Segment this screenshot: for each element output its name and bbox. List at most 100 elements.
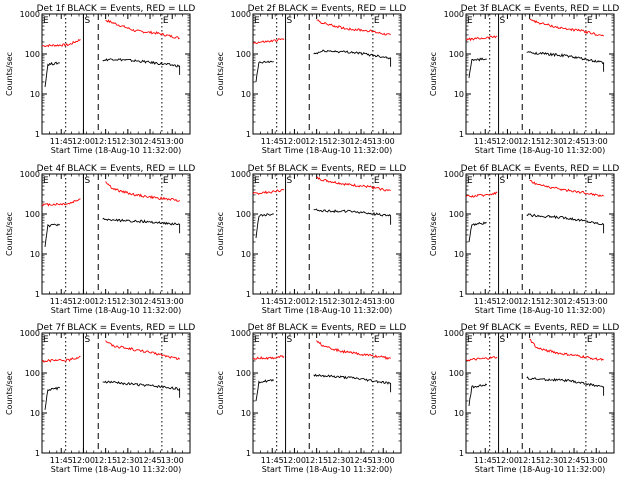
y-tick-label: 1000 [20,10,40,19]
x-tick-label: 12:15 [305,297,328,306]
y-tick-label: 10 [30,250,40,259]
events-rate-line [255,213,274,239]
lld-rate-line [105,340,180,360]
panel-1: Det 1f BLACK = Events, RED = LLD 1 10 100 10… [5,4,195,155]
y-tick-label: 100 [236,369,251,378]
lld-rate-line [41,198,81,207]
x-tick-label: 12:00 [496,297,519,306]
panel-title: Det 1f BLACK = Events, RED = LLD [37,4,196,14]
events-rate-line [313,208,392,225]
x-tick-label: 12:00 [283,297,306,306]
time-marker-label: S [84,16,90,26]
time-marker-label: E [467,335,473,345]
events-rate-line [255,379,274,402]
panel-title: Det 3f BLACK = Events, RED = LLD [461,4,620,14]
plot-frame [252,13,402,135]
y-tick-label: 1 [459,290,464,299]
events-rate-line [526,213,605,234]
lld-rate-line [105,19,180,40]
y-tick-label: 1000 [231,329,251,338]
lld-rate-line [316,340,391,361]
x-tick-label: 13:00 [585,297,608,306]
x-tick-label: 12:15 [94,137,117,146]
x-tick-label: 13:00 [372,456,395,465]
lld-rate-line [105,181,180,202]
lld-rate-line [465,191,498,198]
plot-frame [252,332,402,454]
panel-title: Det 8f BLACK = Events, RED = LLD [248,323,407,333]
x-tick-label: 12:30 [540,456,563,465]
panel-2: Det 2f BLACK = Events, RED = LLD 1 10 100 10… [216,4,406,155]
x-tick-label: 11:45 [474,297,497,306]
y-tick-label: 100 [449,369,464,378]
lld-rate-line [529,179,604,198]
x-tick-label: 12:45 [563,456,586,465]
plot-frame [41,13,191,135]
panel-3: Det 3f BLACK = Events, RED = LLD 1 10 100 10… [429,4,619,155]
x-tick-label: 12:15 [305,456,328,465]
time-marker-label: S [500,16,506,26]
events-rate-line [468,57,487,79]
time-marker-label: E [43,335,49,345]
x-tick-label: 12:45 [563,297,586,306]
time-marker-label: S [287,16,293,26]
y-axis-label: Counts/sec [216,52,225,96]
x-axis-label: Start Time (18-Aug-10 11:32:00) [51,146,182,155]
events-rate-line [44,386,61,410]
panel-6: Det 6f BLACK = Events, RED = LLD 1 10 100 10… [429,164,619,315]
x-tick-label: 13:00 [372,137,395,146]
x-tick-label: 12:00 [72,137,95,146]
lld-rate-line [465,356,498,362]
y-axis-label: Counts/sec [429,52,438,96]
time-marker-label: E [163,176,169,186]
time-marker-label: E [254,16,260,26]
y-axis-label: Counts/sec [429,212,438,256]
y-tick-label: 100 [449,210,464,219]
panel-title: Det 7f BLACK = Events, RED = LLD [37,323,196,333]
x-tick-label: 13:00 [161,297,184,306]
events-rate-line [255,60,274,83]
panel-title: Det 9f BLACK = Events, RED = LLD [461,323,620,333]
y-axis-label: Counts/sec [429,371,438,415]
time-marker-label: S [287,176,293,186]
y-tick-label: 100 [236,210,251,219]
time-marker-label: E [254,335,260,345]
x-axis-label: Start Time (18-Aug-10 11:32:00) [51,465,182,474]
y-axis-label: Counts/sec [5,52,14,96]
events-rate-line [313,373,392,393]
y-tick-label: 100 [236,50,251,59]
time-marker-label: E [374,176,380,186]
y-tick-label: 10 [454,409,464,418]
time-marker-label: E [587,176,593,186]
panel-title: Det 2f BLACK = Events, RED = LLD [248,4,407,14]
y-tick-label: 10 [30,90,40,99]
time-marker-label: E [587,335,593,345]
y-tick-label: 1 [35,449,40,458]
y-axis-label: Counts/sec [5,212,14,256]
y-tick-label: 10 [241,409,251,418]
y-tick-label: 100 [25,210,40,219]
panel-9: Det 9f BLACK = Events, RED = LLD 1 10 100 10… [429,323,619,474]
time-marker-label: E [254,176,260,186]
time-marker-label: E [43,16,49,26]
y-tick-label: 1000 [231,170,251,179]
x-tick-label: 12:15 [518,456,541,465]
x-tick-label: 12:30 [540,137,563,146]
x-tick-label: 13:00 [161,137,184,146]
y-tick-label: 100 [25,369,40,378]
x-tick-label: 12:45 [139,456,162,465]
y-tick-label: 1 [35,130,40,139]
x-tick-label: 11:45 [50,137,73,146]
x-tick-label: 12:30 [116,456,139,465]
y-tick-label: 10 [241,90,251,99]
y-tick-label: 1000 [444,10,464,19]
y-axis-label: Counts/sec [216,212,225,256]
x-tick-label: 11:45 [474,456,497,465]
x-tick-label: 11:45 [50,297,73,306]
panel-4: Det 4f BLACK = Events, RED = LLD 1 10 100 10… [5,164,195,315]
events-rate-line [313,49,392,67]
x-tick-label: 12:15 [94,297,117,306]
time-marker-label: E [43,176,49,186]
x-axis-label: Start Time (18-Aug-10 11:32:00) [475,465,606,474]
